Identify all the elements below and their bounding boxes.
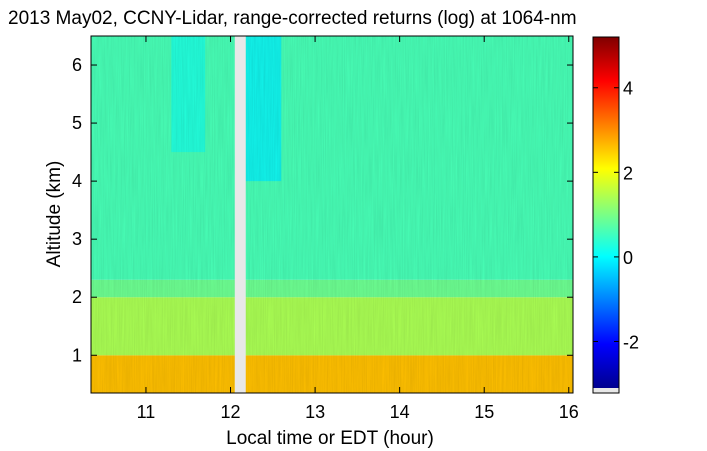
colorbar: -2 0 2 4: [592, 36, 639, 394]
x-axis-label: Local time or EDT (hour): [226, 428, 434, 449]
x-tick-label: 15: [474, 402, 494, 422]
plot-frame: [90, 35, 574, 394]
x-tick-label: 13: [305, 402, 325, 422]
colorbar-tick-label: 2: [623, 163, 633, 183]
y-tick-label: 3: [72, 229, 82, 249]
signal-noise-texture: [91, 36, 573, 393]
colorbar-frame: [592, 36, 620, 394]
y-tick-label: 1: [72, 345, 82, 365]
y-tick-label: 2: [72, 287, 82, 307]
y-tick-label: 4: [72, 171, 82, 191]
y-axis-ticks: 1 2 3 4 5 6: [72, 55, 573, 365]
y-tick-label: 6: [72, 55, 82, 75]
x-tick-label: 14: [390, 402, 410, 422]
colorbar-tick-label: 0: [623, 248, 633, 268]
data-gap: [234, 36, 246, 393]
x-axis-ticks: 11 12 13 14 15 16: [137, 36, 579, 422]
y-axis-label: Altitude (km): [44, 161, 65, 268]
x-tick-label: 11: [137, 402, 156, 422]
x-tick-label: 12: [221, 402, 241, 422]
colorbar-ticks: -2 0 2 4: [593, 79, 639, 352]
y-tick-label: 5: [72, 113, 82, 133]
x-tick-label: 16: [559, 402, 579, 422]
chart-title: 2013 May02, CCNY-Lidar, range-corrected …: [8, 8, 577, 29]
colorbar-tick-label: 4: [623, 79, 633, 99]
colorbar-tick-label: -2: [623, 332, 639, 352]
colorbar-underflow: [593, 388, 619, 393]
colorbar-gradient: [593, 37, 619, 388]
